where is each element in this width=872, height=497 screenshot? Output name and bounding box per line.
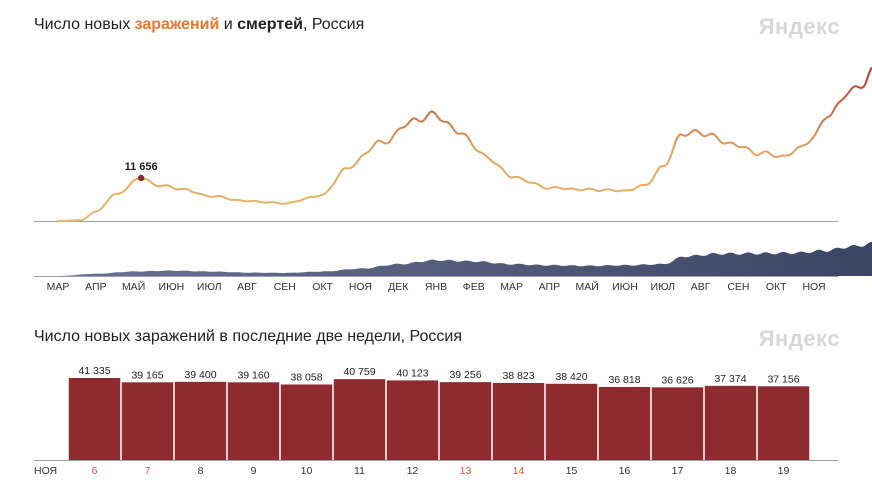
bar-category-label: 18 [725,465,737,477]
bar-value-label: 38 420 [555,371,587,383]
bar-value-label: 38 058 [290,372,322,384]
bar-value-label: 37 156 [767,373,799,385]
x-tick-label: НОЯ [802,281,825,293]
x-tick-label: АПР [85,281,106,293]
x-tick-label: ОКТ [766,281,787,293]
bar-category-label: 9 [251,465,257,477]
infections-line [58,66,872,222]
top-chart-title: Число новых заражений и смертей, Россия [34,16,364,34]
x-tick-label: АВГ [691,281,711,293]
title-mid: и [219,16,238,33]
bar-value-label: 36 626 [661,374,693,386]
bar-month-label: НОЯ [34,465,57,477]
bar-value-label: 39 400 [184,369,216,381]
title-deaths: смертей [237,16,303,33]
x-tick-label: АВГ [237,281,257,293]
x-tick-label: ИЮЛ [651,281,676,293]
x-tick-label: ОКТ [312,281,333,293]
bar-value-label: 37 374 [714,373,746,385]
bar-value-label: 39 165 [131,369,163,381]
x-tick-label: МАЙ [576,280,599,293]
bar-value-label: 36 818 [608,374,640,386]
bar-value-label: 38 823 [502,370,534,382]
bar-category-label: 8 [198,465,204,477]
bar-category-label: 7 [145,465,151,477]
bar-category-label: 14 [513,465,525,477]
x-tick-label: ИЮЛ [197,281,222,293]
bar-category-label: 16 [619,465,631,477]
x-tick-label: МАР [47,281,70,293]
bar [333,379,386,460]
two-weeks-bar-chart: 41 335 39 165 39 400 39 160 38 058 40 759 40 1… [34,365,838,477]
deaths-area [58,241,872,276]
bar-category-label: 13 [460,465,472,477]
x-tick-label: МАЙ [122,280,145,293]
title-infections: заражений [134,16,220,33]
bar [598,386,651,460]
bar-value-label: 40 123 [396,367,428,379]
yandex-logo-bottom: Яндекс [758,326,840,351]
bar [280,384,333,460]
bar-category-label: 10 [301,465,313,477]
bar [492,382,545,460]
x-tick-label: НОЯ [349,281,372,293]
bar-category-label: 19 [778,465,790,477]
bar-category-label: 12 [407,465,419,477]
title-prefix: Число новых [34,16,135,33]
bar [121,382,174,460]
infections-deaths-chart: МАР АПР МАЙ ИЮН ИЮЛ АВГ СЕН ОКТ НОЯ ДЕК ЯНВ ФЕВ МАР А… [34,66,872,293]
bar-value-label: 39 160 [237,369,269,381]
x-tick-label: ИЮН [612,281,638,293]
x-tick-label: МАР [500,281,523,293]
bar-value-label: 41 335 [78,365,110,377]
x-tick-label: ИЮН [159,281,185,293]
title-suffix: , Россия [302,16,365,33]
yandex-logo-top: Яндекс [758,14,840,39]
infections-value-label: 11 656 [125,161,158,173]
x-tick-label: ФЕВ [463,281,485,293]
bar-category-label: 15 [566,465,578,477]
bar [757,386,810,460]
bar-category-label: 6 [92,465,98,477]
bar [545,383,598,460]
x-tick-label: АПР [539,281,560,293]
bar [704,385,757,460]
bottom-chart-title: Число новых заражений в последние две не… [34,328,462,345]
bar [386,380,439,460]
x-tick-label: СЕН [274,281,296,293]
infections-peak-dot [137,174,145,182]
bar [68,378,121,460]
x-tick-label: ДЕК [388,281,409,293]
bar [439,382,492,460]
bar-category-label: 17 [672,465,684,477]
bar [227,382,280,460]
x-tick-label: ЯНВ [425,281,447,293]
bar-value-label: 39 256 [449,369,481,381]
bar-category-label: 11 [354,465,365,477]
bar [651,387,704,460]
x-tick-label: СЕН [727,281,749,293]
bar-value-label: 40 759 [343,366,375,378]
bar [174,381,227,460]
